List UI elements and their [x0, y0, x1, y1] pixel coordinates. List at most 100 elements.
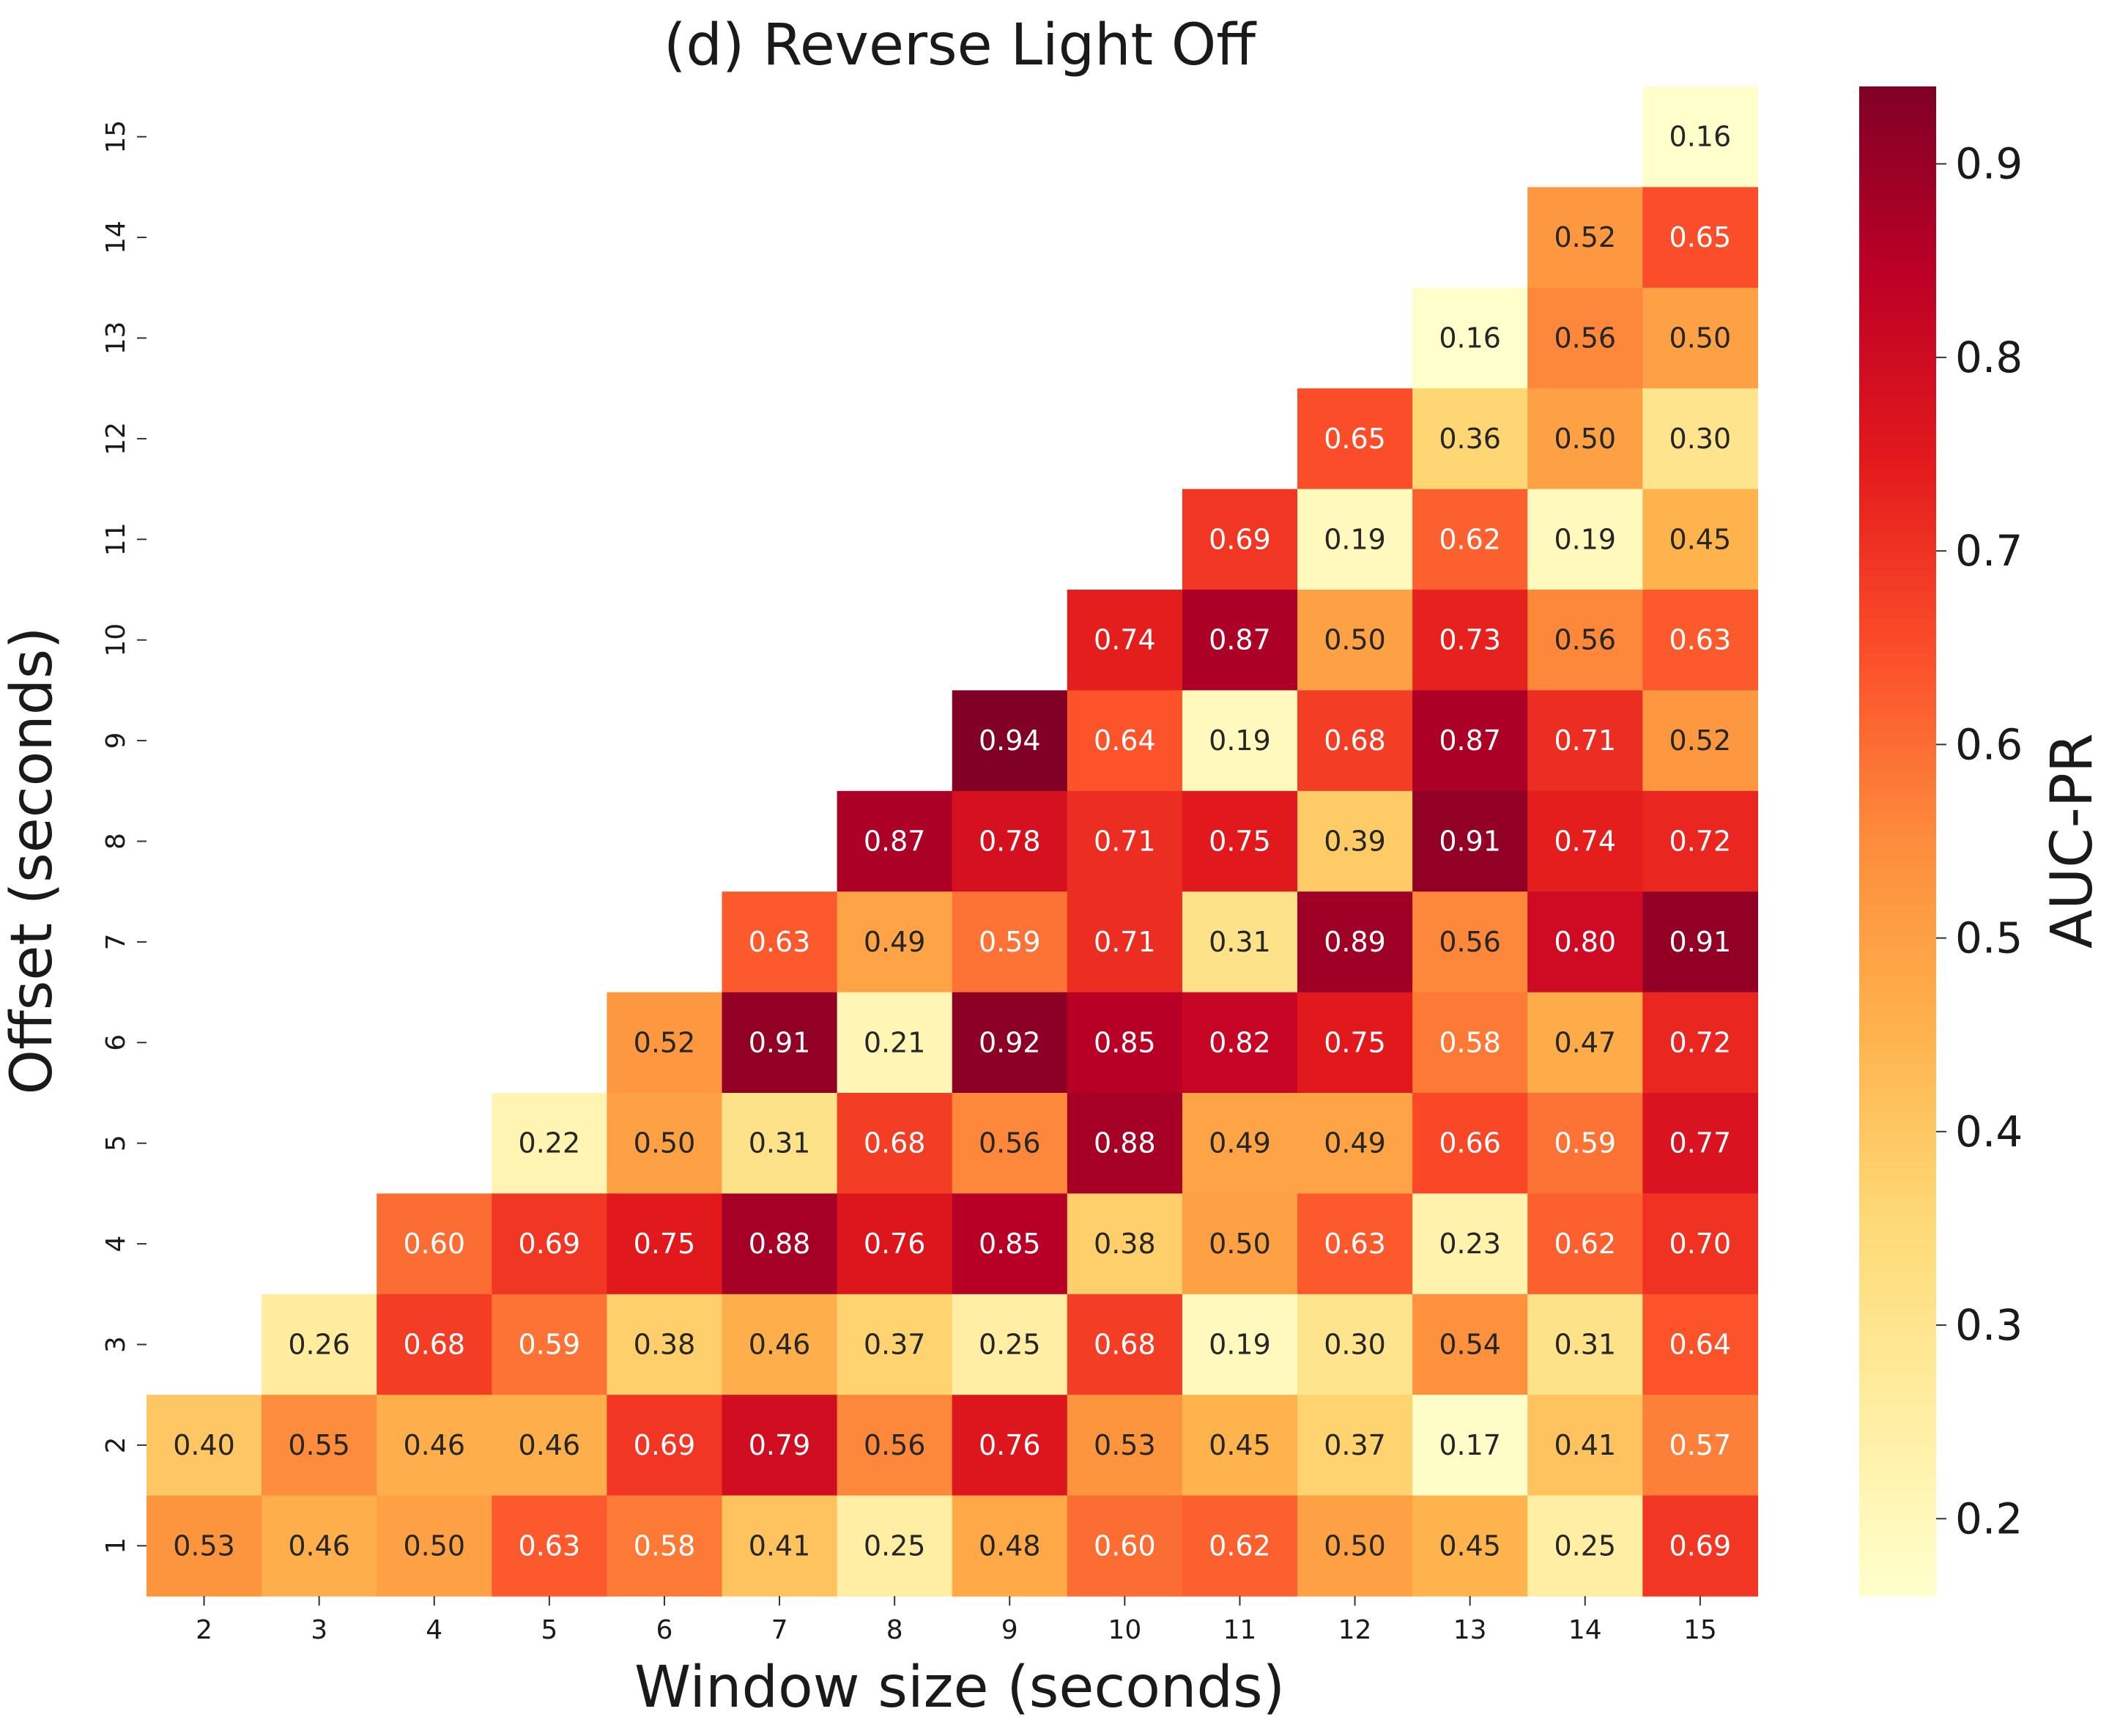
y-tick-label: 5	[101, 1135, 131, 1151]
cell-value-label: 0.31	[749, 1127, 811, 1160]
x-tick-label: 15	[1683, 1615, 1717, 1645]
cell-value-label: 0.30	[1669, 423, 1732, 455]
cell-value-label: 0.31	[1209, 926, 1271, 958]
cell-value-label: 0.82	[1209, 1026, 1271, 1058]
heatmap-cell-w12-o8	[1297, 790, 1413, 892]
y-tick-label: 14	[101, 220, 131, 254]
heatmap-cell-w8-o6	[837, 992, 953, 1094]
x-tick-label: 5	[541, 1615, 557, 1645]
cell-value-label: 0.46	[749, 1329, 811, 1361]
cell-value-label: 0.46	[403, 1429, 465, 1461]
cell-value-label: 0.46	[288, 1529, 350, 1562]
heatmap-cell-w15-o6	[1642, 992, 1758, 1094]
colorbar-tick-label: 0.4	[1955, 1107, 2023, 1157]
x-tick-label: 9	[1001, 1615, 1018, 1645]
cell-value-label: 0.45	[1209, 1429, 1271, 1461]
cell-value-label: 0.88	[1094, 1127, 1156, 1160]
cell-value-label: 0.69	[634, 1429, 696, 1461]
cell-value-label: 0.56	[1554, 322, 1616, 355]
x-tick-label: 13	[1453, 1615, 1487, 1645]
x-tick-label: 3	[311, 1615, 327, 1645]
heatmap-cell-w15-o12	[1642, 388, 1758, 490]
heatmap-cell-w7-o4	[722, 1193, 838, 1295]
cell-value-label: 0.19	[1209, 1329, 1271, 1361]
cell-value-label: 0.36	[1439, 423, 1501, 455]
x-axis-title: Window size (seconds)	[634, 1655, 1285, 1721]
cell-value-label: 0.21	[864, 1026, 926, 1058]
heatmap-cell-w11-o11	[1182, 489, 1298, 590]
heatmap-cell-w14-o11	[1527, 489, 1643, 590]
heatmap-cell-w13-o4	[1412, 1193, 1528, 1295]
x-tick-label: 11	[1223, 1615, 1257, 1645]
cell-value-label: 0.69	[1669, 1529, 1732, 1562]
y-tick-label: 11	[101, 522, 131, 556]
cell-value-label: 0.63	[1669, 624, 1732, 656]
heatmap-cell-w12-o9	[1297, 690, 1413, 792]
cell-value-label: 0.53	[1094, 1429, 1156, 1461]
heatmap-cell-w15-o2	[1642, 1395, 1758, 1496]
cell-value-label: 0.69	[519, 1228, 581, 1260]
heatmap-cell-w10-o5	[1067, 1093, 1183, 1194]
chart-title: (d) Reverse Light Off	[664, 12, 1257, 78]
colorbar-tick-label: 0.7	[1955, 526, 2023, 576]
heatmap-cell-w15-o9	[1642, 690, 1758, 792]
y-tick-label: 7	[101, 933, 131, 950]
heatmap-cell-w6-o1	[607, 1495, 723, 1597]
cell-value-label: 0.74	[1094, 624, 1156, 656]
cell-value-label: 0.30	[1324, 1329, 1386, 1361]
heatmap-cell-w15-o10	[1642, 590, 1758, 691]
colorbar-title: AUC-PR	[2039, 733, 2105, 949]
y-tick-label: 12	[101, 422, 131, 456]
heatmap-cell-w13-o10	[1412, 590, 1528, 691]
cell-value-label: 0.54	[1439, 1329, 1501, 1361]
cell-value-label: 0.85	[1094, 1026, 1156, 1058]
x-tick-label: 4	[426, 1615, 442, 1645]
y-tick-label: 2	[101, 1436, 131, 1453]
heatmap-cell-w13-o3	[1412, 1294, 1528, 1395]
cell-value-label: 0.50	[634, 1127, 696, 1160]
cell-value-label: 0.91	[749, 1026, 811, 1058]
heatmap-cell-w10-o9	[1067, 690, 1183, 792]
cell-value-label: 0.91	[1439, 826, 1501, 858]
cell-value-label: 0.25	[864, 1529, 926, 1562]
cell-value-label: 0.87	[1209, 624, 1271, 656]
heatmap-cell-w13-o5	[1412, 1093, 1528, 1194]
heatmap-cell-w13-o7	[1412, 891, 1528, 993]
cell-value-label: 0.59	[1554, 1127, 1616, 1160]
cell-value-label: 0.80	[1554, 926, 1616, 958]
heatmap-cell-w15-o1	[1642, 1495, 1758, 1597]
heatmap-cell-w14-o14	[1527, 187, 1643, 289]
heatmap-cell-w6-o5	[607, 1093, 723, 1194]
y-tick-label: 3	[101, 1336, 131, 1353]
heatmap-cell-w13-o13	[1412, 287, 1528, 389]
heatmap-cell-w15-o5	[1642, 1093, 1758, 1194]
cell-value-label: 0.65	[1324, 423, 1386, 455]
heatmap-cell-w9-o6	[952, 992, 1068, 1094]
colorbar-tick-label: 0.5	[1955, 913, 2023, 963]
heatmap-cell-w14-o6	[1527, 992, 1643, 1094]
y-tick-label: 15	[101, 120, 131, 154]
cell-value-label: 0.16	[1669, 121, 1732, 153]
heatmap-cell-w13-o12	[1412, 388, 1528, 490]
y-axis-ticks: 15 14 13 12 11 10 9 8 7 6 5 4 3 2 1	[101, 120, 147, 1554]
cell-value-label: 0.75	[634, 1228, 696, 1260]
heatmap-cell-w3-o3	[262, 1294, 377, 1395]
cell-value-label: 0.50	[1209, 1228, 1271, 1260]
cell-value-label: 0.52	[634, 1026, 696, 1058]
cell-value-label: 0.94	[979, 724, 1041, 757]
cell-value-label: 0.47	[1554, 1026, 1616, 1058]
cell-value-label: 0.62	[1439, 523, 1501, 555]
x-tick-label: 10	[1108, 1615, 1141, 1645]
cell-value-label: 0.77	[1669, 1127, 1732, 1160]
heatmap-cell-w12-o3	[1297, 1294, 1413, 1395]
cell-value-label: 0.68	[1094, 1329, 1156, 1361]
heatmap-cell-w8-o4	[837, 1193, 953, 1295]
heatmap-cell-w15-o7	[1642, 891, 1758, 993]
heatmap-cell-w15-o8	[1642, 790, 1758, 892]
heatmap-cell-w14-o10	[1527, 590, 1643, 691]
cell-value-label: 0.60	[403, 1228, 465, 1260]
cell-value-label: 0.75	[1209, 826, 1271, 858]
heatmap-cell-w14-o13	[1527, 287, 1643, 389]
cell-value-label: 0.59	[519, 1329, 581, 1361]
